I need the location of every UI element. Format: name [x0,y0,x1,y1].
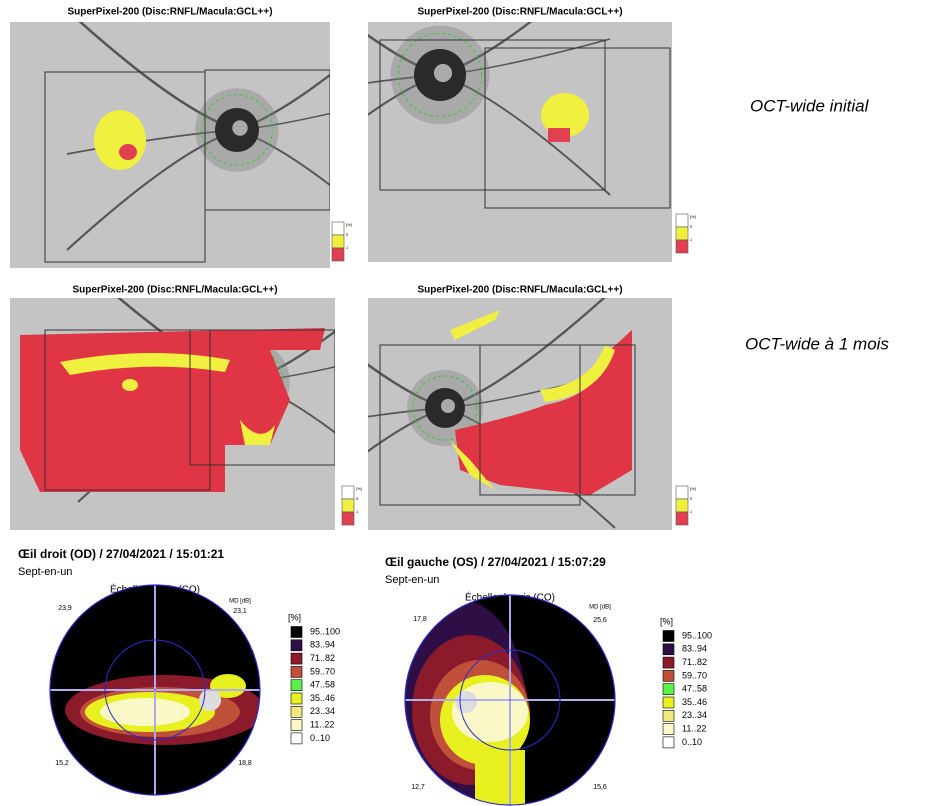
legend-swatch [342,512,354,525]
legend-label: 95..100 [682,630,712,640]
sensitivity-area [455,691,477,713]
legend-tick: 1 [690,509,693,514]
md-value: 18,8 [238,760,252,767]
legend-swatch [291,720,302,731]
sensitivity-area [199,689,221,711]
field-map [395,595,615,806]
deviation-area [94,110,146,170]
deviation-area [122,379,138,391]
legend-label: 47..58 [310,680,335,690]
disc-cup [232,120,247,135]
legend-swatch [291,733,302,744]
legend-swatch [342,486,354,499]
legend-swatch [291,640,302,651]
legend-swatch [663,631,674,642]
legend-label: 71..82 [682,657,707,667]
legend-swatch [676,486,688,499]
vf-subtitle: Sept-en-un [385,574,439,586]
md-value: 23,9 [58,605,72,612]
legend-swatch [663,724,674,735]
md-value: 23,1 [233,608,247,615]
legend-tick: 1 [690,237,693,242]
sensitivity-area [100,698,190,726]
legend-label: 11..22 [310,719,334,729]
legend-label: 0..10 [682,737,702,747]
legend-swatch [676,214,688,227]
legend-label: 83..94 [682,644,707,654]
legend-unit: [%] [690,214,696,219]
legend-swatch [291,693,302,704]
legend-swatch [663,710,674,721]
panel-title: SuperPixel-200 (Disc:RNFL/Macula:GCL++) [417,7,622,18]
legend-tick: 1 [356,509,359,514]
legend-label: 23..34 [310,706,335,716]
panel-title: SuperPixel-200 (Disc:RNFL/Macula:GCL++) [417,285,622,296]
legend-tick: 5 [346,232,349,237]
md-value: 17,8 [413,616,427,623]
legend-swatch [291,680,302,691]
legend-swatch [676,227,688,240]
legend-unit: [%] [690,486,696,491]
legend-swatch [676,240,688,253]
md-label: MD [dB] [229,599,251,605]
vf-subtitle: Sept-en-un [18,566,72,578]
legend-label: 95..100 [310,626,340,636]
md-value: 25,6 [593,617,607,624]
legend-swatch [676,512,688,525]
figure: SuperPixel-200 (Disc:RNFL/Macula:GCL++) [… [0,0,942,806]
oct-image [270,0,672,262]
legend-label: 23..34 [682,710,707,720]
sensitivity-area [475,750,525,806]
md-value: 12,7 [411,784,425,791]
panel-title: SuperPixel-200 (Disc:RNFL/Macula:GCL++) [72,285,277,296]
legend-label: 59..70 [682,670,707,680]
legend-tick: 5 [356,496,359,501]
legend-tick: 5 [690,224,693,229]
legend-label: 71..82 [310,653,335,663]
legend-swatch [663,737,674,748]
legend-swatch [663,684,674,695]
legend-label: 35..46 [310,693,335,703]
md-label: MD [dB] [589,605,611,611]
legend-unit: [%] [288,612,301,622]
legend-label: 59..70 [310,666,335,676]
legend-swatch [332,248,344,261]
md-value: 15,6 [593,784,607,791]
row-label: OCT-wide à 1 mois [745,334,889,353]
legend-swatch [291,666,302,677]
legend-swatch [332,235,344,248]
legend-unit: [%] [356,486,362,491]
legend-swatch [663,657,674,668]
panel-title: SuperPixel-200 (Disc:RNFL/Macula:GCL++) [67,7,272,18]
deviation-area [548,128,570,142]
legend-swatch [663,670,674,681]
legend-swatch [663,644,674,655]
legend-label: 0..10 [310,733,330,743]
row-label: OCT-wide initial [750,96,870,115]
legend-unit: [%] [660,616,673,626]
legend-label: 83..94 [310,640,335,650]
legend-swatch [342,499,354,512]
deviation-area [119,144,137,160]
legend-unit: [%] [346,222,352,227]
md-value: 15,2 [55,760,69,767]
legend-tick: 1 [346,245,349,250]
legend-swatch [663,697,674,708]
legend-swatch [332,222,344,235]
legend-tick: 5 [690,496,693,501]
legend-label: 11..22 [682,723,706,733]
disc-cup [434,64,452,82]
disc-cup [441,399,455,413]
legend-swatch [291,627,302,638]
vf-title: Œil droit (OD) / 27/04/2021 / 15:01:21 [18,547,224,561]
legend-swatch [291,706,302,717]
oct-image [10,10,407,268]
legend-swatch [676,499,688,512]
legend-swatch [291,653,302,664]
fundus [10,22,330,268]
legend-label: 47..58 [682,684,707,694]
vf-title: Œil gauche (OS) / 27/04/2021 / 15:07:29 [385,555,606,569]
legend-label: 35..46 [682,697,707,707]
